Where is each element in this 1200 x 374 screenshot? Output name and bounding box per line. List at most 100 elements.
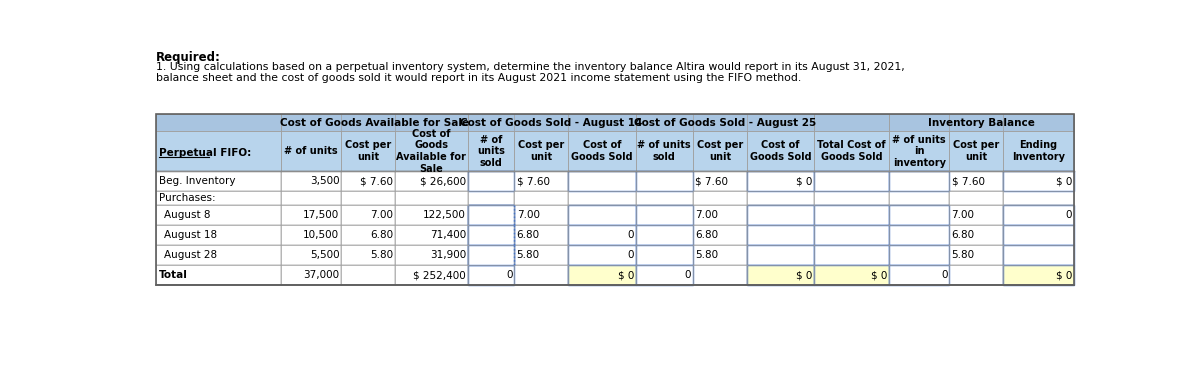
Bar — [569, 171, 636, 191]
Bar — [569, 131, 636, 171]
Bar — [281, 131, 341, 171]
Bar — [569, 205, 636, 225]
Bar — [636, 171, 692, 191]
Bar — [815, 225, 889, 245]
Bar — [468, 114, 636, 131]
Bar — [636, 245, 692, 265]
Bar — [949, 171, 1003, 191]
Text: $ 7.60: $ 7.60 — [517, 176, 550, 186]
Bar — [815, 245, 889, 265]
Bar — [815, 171, 889, 191]
Bar — [515, 205, 569, 225]
Bar — [281, 265, 341, 285]
Bar — [156, 131, 281, 171]
Text: 5.80: 5.80 — [695, 250, 719, 260]
Bar — [949, 131, 1003, 171]
Bar — [515, 171, 569, 191]
Bar — [1003, 191, 1074, 205]
Bar — [281, 191, 341, 205]
Bar — [815, 171, 889, 191]
Text: Total Cost of
Goods Sold: Total Cost of Goods Sold — [817, 140, 886, 162]
Text: Cost of
Goods Sold: Cost of Goods Sold — [571, 140, 632, 162]
Bar — [746, 265, 815, 285]
Text: 6.80: 6.80 — [517, 230, 540, 240]
Bar — [746, 205, 815, 225]
Bar — [889, 245, 949, 265]
Text: 122,500: 122,500 — [424, 210, 466, 220]
Bar — [815, 245, 889, 265]
Text: 0: 0 — [628, 230, 635, 240]
Bar — [468, 245, 515, 265]
Text: # of units
in
inventory: # of units in inventory — [893, 135, 946, 168]
Text: Perpetual FIFO:: Perpetual FIFO: — [158, 148, 251, 158]
Bar — [341, 191, 395, 205]
Bar — [468, 191, 515, 205]
Bar — [515, 245, 569, 265]
Text: $ 7.60: $ 7.60 — [360, 176, 394, 186]
Text: Cost of
Goods Sold: Cost of Goods Sold — [750, 140, 811, 162]
Bar — [281, 114, 468, 131]
Bar — [569, 245, 636, 265]
Bar — [1003, 171, 1074, 191]
Bar — [1003, 131, 1074, 171]
Bar — [815, 265, 889, 285]
Bar — [569, 171, 636, 191]
Text: $ 7.60: $ 7.60 — [695, 176, 728, 186]
Bar — [815, 205, 889, 225]
Bar — [468, 225, 515, 245]
Text: August 28: August 28 — [164, 250, 217, 260]
Text: 5.80: 5.80 — [517, 250, 540, 260]
Bar — [636, 265, 692, 285]
Bar — [341, 265, 395, 285]
Bar — [815, 191, 889, 205]
Bar — [746, 245, 815, 265]
Bar — [889, 114, 1074, 131]
Bar — [395, 171, 468, 191]
Text: Purchases:: Purchases: — [158, 193, 215, 203]
Bar — [569, 205, 636, 225]
Bar — [156, 265, 281, 285]
Bar — [636, 265, 692, 285]
Bar — [636, 131, 692, 171]
Text: $ 252,400: $ 252,400 — [413, 270, 466, 280]
Bar — [1003, 245, 1074, 265]
Bar — [692, 265, 746, 285]
Text: $ 0: $ 0 — [1056, 176, 1073, 186]
Bar — [889, 265, 949, 285]
Bar — [636, 114, 815, 131]
Text: $ 7.60: $ 7.60 — [952, 176, 984, 186]
Bar — [156, 191, 281, 205]
Text: # of units
sold: # of units sold — [637, 140, 691, 162]
Bar — [468, 245, 515, 265]
Bar — [468, 171, 515, 191]
Bar — [395, 131, 468, 171]
Bar — [889, 191, 949, 205]
Bar — [468, 171, 515, 191]
Bar — [395, 191, 468, 205]
Bar — [341, 225, 395, 245]
Bar — [1003, 265, 1074, 285]
Text: 7.00: 7.00 — [695, 210, 718, 220]
Text: $ 0: $ 0 — [871, 270, 888, 280]
Bar — [815, 205, 889, 225]
Bar — [746, 171, 815, 191]
Bar — [156, 171, 281, 191]
Bar — [156, 114, 281, 131]
Bar — [341, 131, 395, 171]
Bar — [569, 225, 636, 245]
Bar — [1003, 205, 1074, 225]
Text: 0: 0 — [506, 270, 512, 280]
Text: August 8: August 8 — [164, 210, 210, 220]
Bar — [569, 265, 636, 285]
Bar — [889, 171, 949, 191]
Bar — [636, 205, 692, 225]
Text: $ 0: $ 0 — [1056, 270, 1073, 280]
Bar — [636, 191, 692, 205]
Bar — [468, 205, 515, 225]
Bar — [341, 205, 395, 225]
Bar — [468, 265, 515, 285]
Bar — [746, 245, 815, 265]
Bar — [1003, 225, 1074, 245]
Bar — [949, 265, 1003, 285]
Text: Cost of
Goods
Available for
Sale: Cost of Goods Available for Sale — [396, 129, 467, 174]
